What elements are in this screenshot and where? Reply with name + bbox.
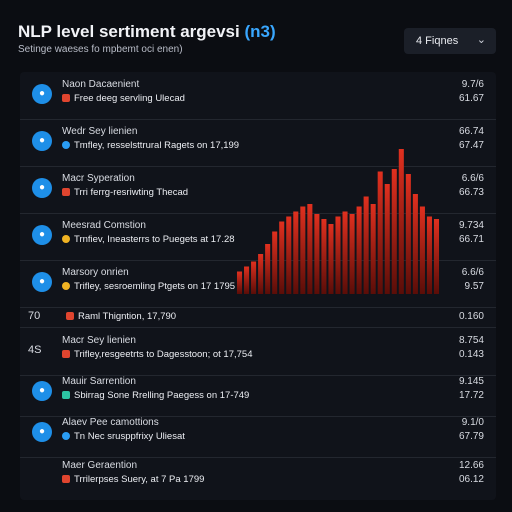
item-detail: Trri ferrg-resriwting Thecad — [62, 187, 188, 198]
item-detail: Tmfley, resselsttrural Ragets on 17,199 — [62, 140, 239, 151]
item-icon: ● — [32, 422, 52, 442]
item-value-secondary: 67.79 — [458, 431, 484, 442]
item-value-primary: 12.66 — [458, 460, 484, 471]
item-value-secondary: 61.67 — [458, 93, 484, 104]
sentiment-badge-icon — [62, 235, 70, 243]
item-icon: ● — [32, 84, 52, 104]
sentiment-badge-icon — [62, 391, 70, 399]
item-icon: ● — [32, 272, 52, 292]
sentiment-badge-icon — [62, 432, 70, 440]
item-detail: Trifley,resgeetrts to Dagesstoon; ot 17,… — [62, 349, 252, 360]
sentiment-badge-icon — [62, 141, 70, 149]
item-icon: ● — [32, 131, 52, 151]
item-name: Wedr Sey lienien — [62, 126, 138, 137]
item-name: Macr Syperation — [62, 173, 135, 184]
item-detail: Raml Thigntion, 17,790 — [66, 311, 176, 322]
title-accent: (n3) — [244, 22, 276, 41]
item-value-secondary: 06.12 — [458, 474, 484, 485]
chevron-down-icon: ⌄ — [476, 34, 486, 46]
list-item[interactable]: 4S Macr Sey lienien Trifley,resgeetrts t… — [20, 328, 496, 376]
list-item[interactable]: ● Macr Syperation Trri ferrg-resriwting … — [20, 166, 496, 214]
item-value-primary: 9.7/6 — [461, 79, 484, 90]
item-detail: Sbirrag Sone Rrelling Paegess on 17-749 — [62, 390, 249, 401]
item-name: Maer Geraention — [62, 460, 138, 471]
item-number: 4S — [28, 344, 42, 356]
item-icon: ● — [32, 381, 52, 401]
item-icon: ● — [32, 225, 52, 245]
list-item[interactable]: ● Alaev Pee camottions Tn Nec srusppfrix… — [20, 410, 496, 458]
header: NLP level sertiment argevsi (n3) Setinge… — [0, 0, 512, 70]
sentiment-badge-icon — [62, 94, 70, 102]
sentiment-badge-icon — [66, 312, 74, 320]
list-item[interactable]: ● Naon Dacaenient Free deeg servling Ule… — [20, 72, 496, 120]
item-name: Mauir Sarrention — [62, 376, 136, 387]
page-subtitle: Setinge waeses fo mpbemt oci enen) — [18, 44, 183, 55]
item-value-primary: 9.1/0 — [461, 417, 484, 428]
item-value-primary: 6.6/6 — [461, 267, 484, 278]
item-name: Marsory onrien — [62, 267, 129, 278]
sentiment-badge-icon — [62, 282, 70, 290]
item-detail: Trifley, sesroemling Ptgets on 17 1795 — [62, 281, 235, 292]
list-item[interactable]: ● Mauir Sarrention Sbirrag Sone Rrelling… — [20, 369, 496, 417]
item-value-primary: 66.74 — [458, 126, 484, 137]
item-name: Naon Dacaenient — [62, 79, 140, 90]
item-value-primary: 8.754 — [458, 335, 484, 346]
item-detail: Tn Nec srusppfrixy Uliesat — [62, 431, 185, 442]
list-item[interactable]: ● Marsory onrien Trifley, sesroemling Pt… — [20, 260, 496, 308]
list-item[interactable]: ● Meesrad Comstion Trnfiev, Ineasterrs t… — [20, 213, 496, 261]
item-name: Alaev Pee camottions — [62, 417, 159, 428]
sentiment-badge-icon — [62, 350, 70, 358]
item-detail: Trrilerpses Suery, at 7 Pa 1799 — [62, 474, 204, 485]
item-value-primary: 9.145 — [458, 376, 484, 387]
item-value-primary: 9.734 — [458, 220, 484, 231]
list-item[interactable]: Maer Geraention Trrilerpses Suery, at 7 … — [20, 453, 496, 500]
item-value-primary: 6.6/6 — [461, 173, 484, 184]
item-value-secondary: 66.73 — [458, 187, 484, 198]
item-number: 70 — [28, 310, 41, 322]
item-value-secondary: 67.47 — [458, 140, 484, 151]
item-detail: Trnfiev, Ineasterrs to Puegets at 17.28 — [62, 234, 235, 245]
item-value-secondary: 17.72 — [458, 390, 484, 401]
item-name: Meesrad Comstion — [62, 220, 146, 231]
results-panel: ● Naon Dacaenient Free deeg servling Ule… — [20, 72, 496, 500]
dropdown-label: 4 Fiqnes — [416, 35, 459, 47]
item-value-secondary: 0.143 — [458, 349, 484, 360]
figures-dropdown[interactable]: 4 Fiqnes ⌄ — [404, 28, 496, 54]
list-item[interactable]: ● Wedr Sey lienien Tmfley, resselsttrura… — [20, 119, 496, 167]
item-value-primary: 0.160 — [458, 311, 484, 322]
item-icon: ● — [32, 178, 52, 198]
item-name: Macr Sey lienien — [62, 335, 136, 346]
list-item[interactable]: 70 Raml Thigntion, 17,790 0.160 — [20, 307, 496, 328]
sentiment-badge-icon — [62, 188, 70, 196]
title-main: NLP level sertiment argevsi — [18, 22, 240, 41]
item-value-secondary: 66.71 — [458, 234, 484, 245]
sentiment-badge-icon — [62, 475, 70, 483]
item-value-secondary: 9.57 — [464, 281, 484, 292]
page-title: NLP level sertiment argevsi (n3) — [18, 22, 276, 42]
item-detail: Free deeg servling Ulecad — [62, 93, 185, 104]
